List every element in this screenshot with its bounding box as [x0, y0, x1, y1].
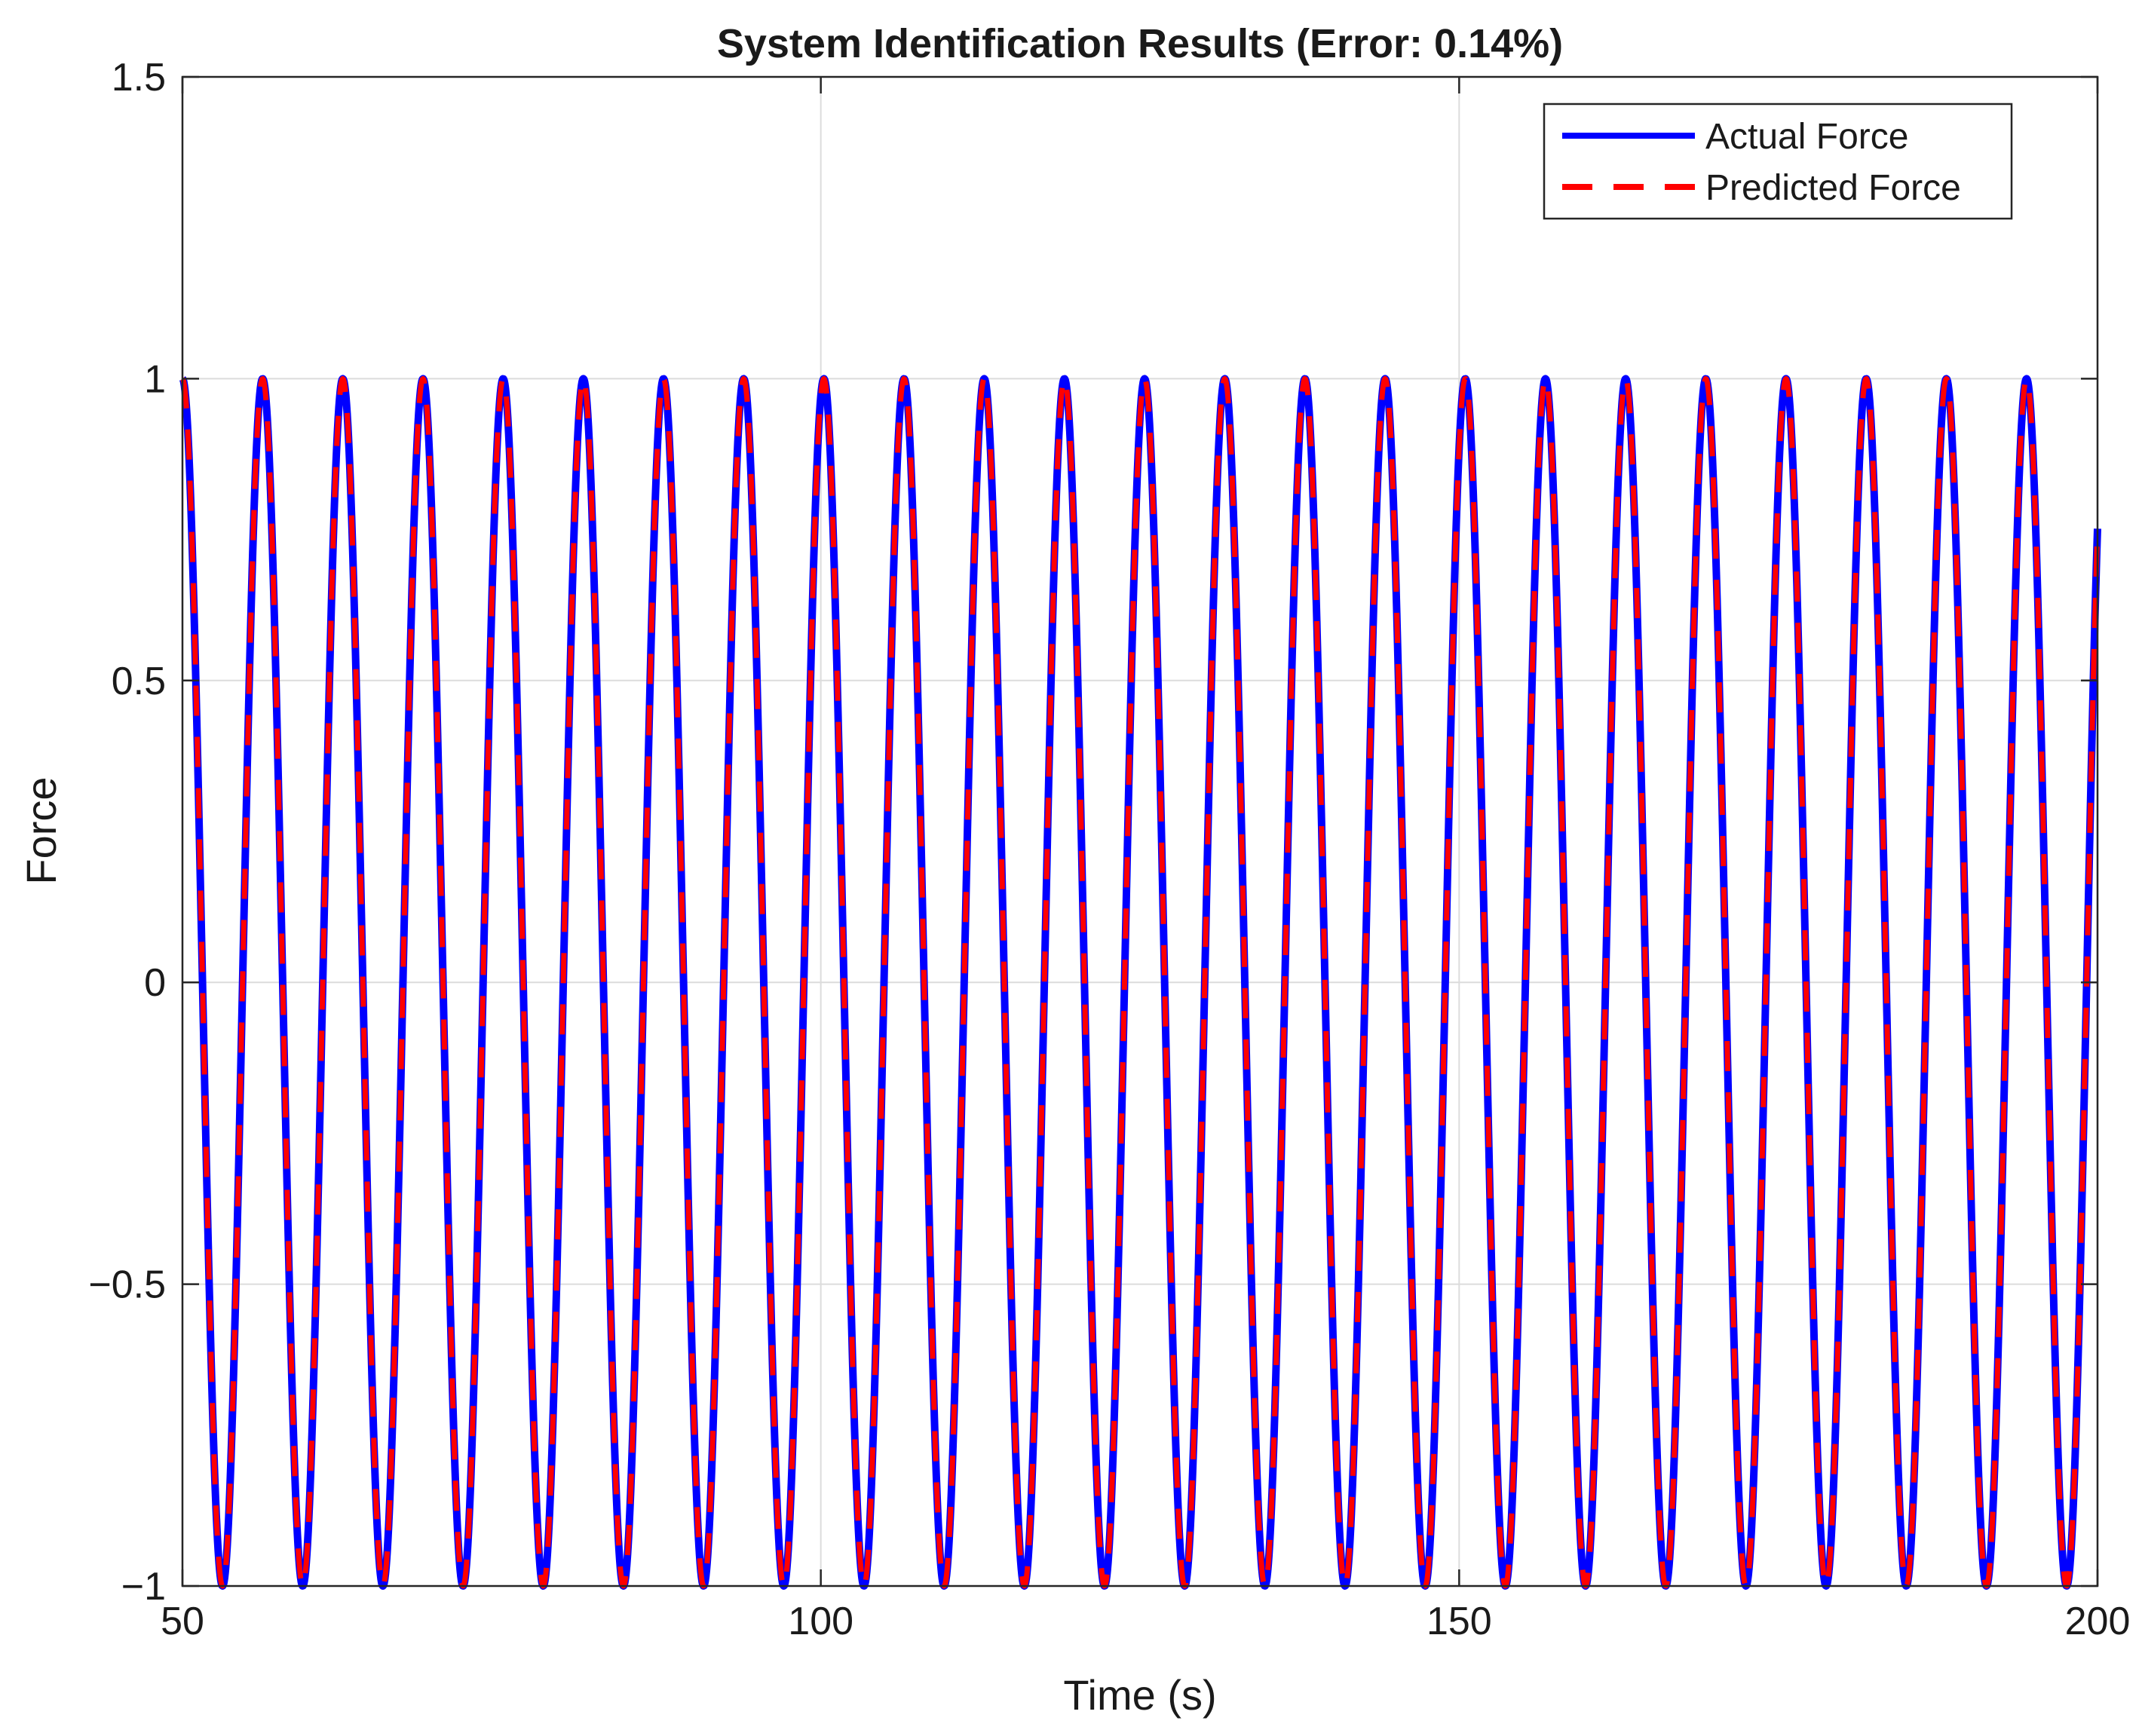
x-tick-label: 150: [1426, 1600, 1492, 1643]
x-tick-label: 200: [2065, 1600, 2131, 1643]
tick-marks: [181, 75, 2099, 1588]
legend: Actual Force Predicted Force: [1543, 103, 2013, 220]
x-tick-label: 100: [788, 1600, 853, 1643]
y-tick-label: 0.5: [112, 660, 166, 703]
plot-area-background: [182, 77, 2098, 1586]
x-axis-label: Time (s): [1063, 1671, 1216, 1719]
y-tick-label: 1: [144, 357, 166, 401]
x-tick-label: 50: [161, 1600, 204, 1643]
y-tick-label: 0: [144, 961, 166, 1005]
legend-label-predicted-force: Predicted Force: [1705, 168, 1961, 208]
grid-lines: [182, 77, 2098, 1586]
legend-box: [1543, 103, 2013, 220]
plot-area-frame: [181, 75, 2099, 1588]
tick-labels: 50 100 150 200 −1 −0.5 0 0.5 1 1.5: [88, 56, 2130, 1643]
y-tick-label: −0.5: [88, 1263, 166, 1307]
legend-label-actual-force: Actual Force: [1705, 117, 1908, 157]
series-line-predicted-force: [180, 375, 2101, 1589]
y-axis-label: Force: [17, 776, 65, 884]
y-tick-label: 1.5: [112, 56, 166, 100]
chart-title: System Identification Results (Error: 0.…: [717, 21, 1563, 66]
y-tick-label: −1: [121, 1565, 166, 1609]
series-layer: [179, 375, 2101, 1590]
